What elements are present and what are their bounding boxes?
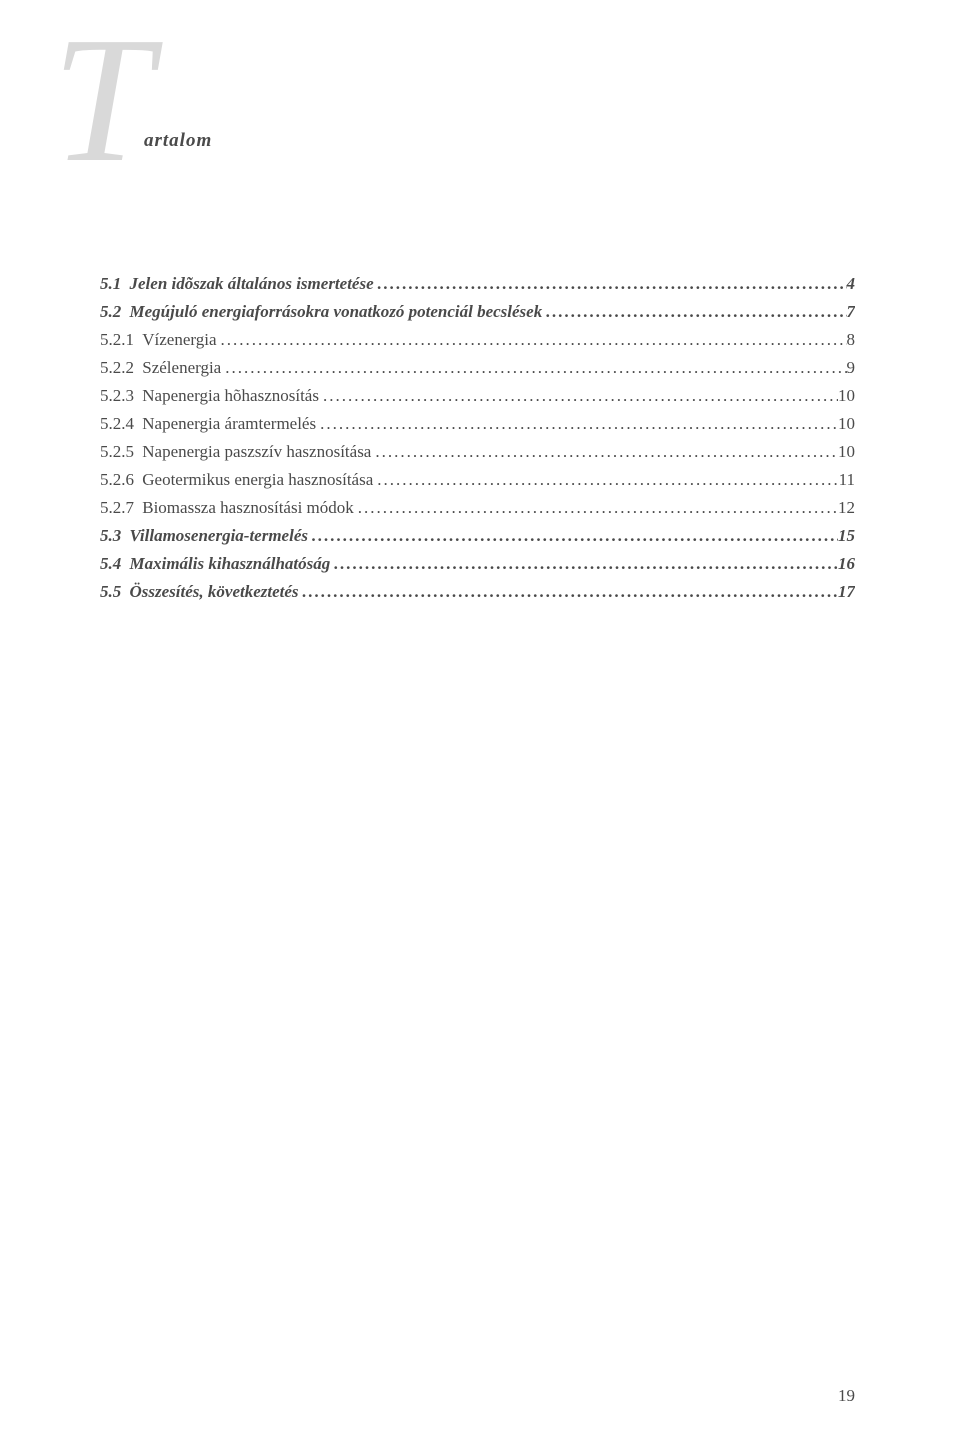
toc-entry-number: 5.3	[100, 526, 121, 545]
toc-entry-number: 5.5	[100, 582, 121, 601]
toc-entry-number: 5.1	[100, 274, 121, 293]
toc-entry-title: Szélenergia	[138, 358, 221, 377]
toc-entry-label: 5.2 Megújuló energiaforrásokra vonatkozó…	[100, 298, 542, 326]
toc-entry-leader: ........................................…	[542, 298, 846, 326]
toc-entry-page: 4	[847, 270, 856, 298]
toc-entry-page: 10	[838, 438, 855, 466]
toc-entry-page: 16	[838, 550, 855, 578]
toc-entry-label: 5.2.1 Vízenergia	[100, 326, 217, 354]
toc-entry-page: 15	[838, 522, 855, 550]
toc-entry-page: 17	[838, 578, 855, 606]
svg-text:T: T	[52, 10, 163, 199]
table-of-contents: 5.1 Jelen idõszak általános ismertetése …	[100, 270, 855, 606]
toc-entry-label: 5.1 Jelen idõszak általános ismertetése	[100, 270, 374, 298]
toc-entry-leader: ........................................…	[308, 522, 838, 550]
toc-entry: 5.2.5 Napenergia paszszív hasznosítása .…	[100, 438, 855, 466]
toc-entry: 5.2.4 Napenergia áramtermelés ..........…	[100, 410, 855, 438]
toc-entry-number: 5.2.6	[100, 470, 134, 489]
toc-entry: 5.2.1 Vízenergia .......................…	[100, 326, 855, 354]
toc-entry-number: 5.4	[100, 554, 121, 573]
toc-entry-leader: ........................................…	[299, 578, 838, 606]
toc-entry-leader: ........................................…	[316, 410, 838, 438]
toc-entry-leader: ........................................…	[374, 270, 847, 298]
toc-entry: 5.2.2 Szélenergia ......................…	[100, 354, 855, 382]
toc-entry-page: 10	[838, 410, 855, 438]
toc-entry-title: Jelen idõszak általános ismertetése	[126, 274, 374, 293]
toc-entry-number: 5.2.1	[100, 330, 134, 349]
toc-entry-page: 10	[838, 382, 855, 410]
toc-entry: 5.2.3 Napenergia hõhasznosítás .........…	[100, 382, 855, 410]
toc-entry-leader: ........................................…	[221, 354, 846, 382]
toc-entry-label: 5.5 Összesítés, következtetés	[100, 578, 299, 606]
toc-entry-title: Maximális kihasználhatóság	[126, 554, 331, 573]
toc-entry: 5.3 Villamosenergia-termelés ...........…	[100, 522, 855, 550]
page-heading: artalom	[144, 130, 212, 152]
toc-entry: 5.2.6 Geotermikus energia hasznosítása .…	[100, 466, 855, 494]
toc-entry: 5.5 Összesítés, következtetés ..........…	[100, 578, 855, 606]
toc-entry-title: Napenergia hõhasznosítás	[138, 386, 319, 405]
toc-entry-leader: ........................................…	[371, 438, 838, 466]
toc-entry-label: 5.2.2 Szélenergia	[100, 354, 221, 382]
toc-entry-label: 5.2.5 Napenergia paszszív hasznosítása	[100, 438, 371, 466]
drop-cap-letter-icon: T	[52, 10, 252, 200]
toc-entry-number: 5.2	[100, 302, 121, 321]
toc-entry-number: 5.2.4	[100, 414, 134, 433]
toc-entry-title: Villamosenergia-termelés	[126, 526, 309, 545]
toc-entry-leader: ........................................…	[330, 550, 838, 578]
toc-entry-title: Geotermikus energia hasznosítása	[138, 470, 373, 489]
toc-entry-label: 5.4 Maximális kihasználhatóság	[100, 550, 330, 578]
toc-entry-page: 7	[847, 298, 856, 326]
toc-entry-title: Vízenergia	[138, 330, 216, 349]
toc-entry-label: 5.2.4 Napenergia áramtermelés	[100, 410, 316, 438]
toc-entry: 5.2.7 Biomassza hasznosítási módok .....…	[100, 494, 855, 522]
toc-entry-label: 5.2.6 Geotermikus energia hasznosítása	[100, 466, 373, 494]
toc-entry-title: Napenergia paszszív hasznosítása	[138, 442, 371, 461]
toc-entry-title: Napenergia áramtermelés	[138, 414, 316, 433]
toc-entry-label: 5.2.3 Napenergia hõhasznosítás	[100, 382, 319, 410]
toc-entry-title: Biomassza hasznosítási módok	[138, 498, 354, 517]
toc-entry-number: 5.2.3	[100, 386, 134, 405]
toc-entry-page: 11	[839, 466, 855, 494]
toc-entry-number: 5.2.7	[100, 498, 134, 517]
page: T artalom 5.1 Jelen idõszak általános is…	[0, 0, 960, 1452]
toc-entry-leader: ........................................…	[217, 326, 847, 354]
toc-entry-label: 5.3 Villamosenergia-termelés	[100, 522, 308, 550]
toc-entry-label: 5.2.7 Biomassza hasznosítási módok	[100, 494, 354, 522]
toc-entry-leader: ........................................…	[319, 382, 838, 410]
toc-entry-page: 9	[847, 354, 856, 382]
toc-entry-leader: ........................................…	[354, 494, 838, 522]
toc-entry-title: Összesítés, következtetés	[126, 582, 299, 601]
toc-entry-number: 5.2.5	[100, 442, 134, 461]
toc-entry-page: 12	[838, 494, 855, 522]
toc-entry: 5.4 Maximális kihasználhatóság .........…	[100, 550, 855, 578]
page-header: T artalom	[100, 50, 855, 190]
toc-entry: 5.1 Jelen idõszak általános ismertetése …	[100, 270, 855, 298]
page-number: 19	[838, 1386, 855, 1406]
toc-entry-page: 8	[847, 326, 856, 354]
toc-entry-title: Megújuló energiaforrásokra vonatkozó pot…	[126, 302, 543, 321]
toc-entry-number: 5.2.2	[100, 358, 134, 377]
toc-entry-leader: ........................................…	[373, 466, 838, 494]
toc-entry: 5.2 Megújuló energiaforrásokra vonatkozó…	[100, 298, 855, 326]
